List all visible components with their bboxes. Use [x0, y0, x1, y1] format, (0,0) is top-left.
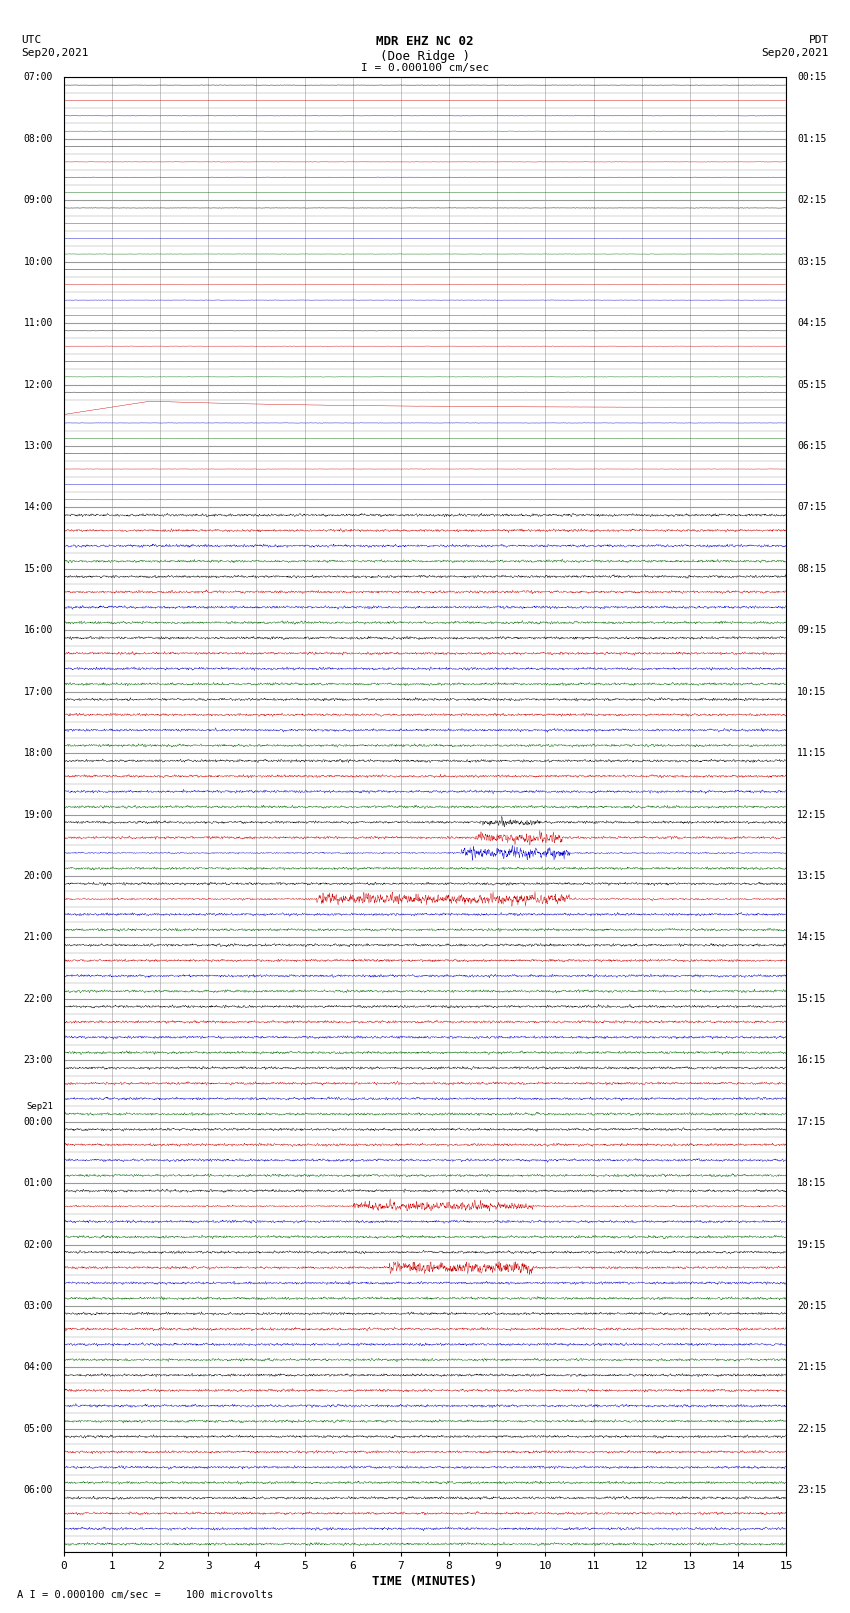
- Text: 09:00: 09:00: [24, 195, 53, 205]
- Text: 06:15: 06:15: [797, 440, 826, 452]
- Text: 00:00: 00:00: [24, 1116, 53, 1127]
- Text: 23:00: 23:00: [24, 1055, 53, 1065]
- Text: 23:15: 23:15: [797, 1486, 826, 1495]
- Text: 19:00: 19:00: [24, 810, 53, 819]
- Text: 17:00: 17:00: [24, 687, 53, 697]
- Text: 02:00: 02:00: [24, 1239, 53, 1250]
- Text: 07:15: 07:15: [797, 502, 826, 513]
- Text: UTC: UTC: [21, 35, 42, 45]
- Text: 20:15: 20:15: [797, 1302, 826, 1311]
- X-axis label: TIME (MINUTES): TIME (MINUTES): [372, 1574, 478, 1587]
- Text: 14:15: 14:15: [797, 932, 826, 942]
- Text: 05:00: 05:00: [24, 1424, 53, 1434]
- Text: 00:15: 00:15: [797, 73, 826, 82]
- Text: 11:15: 11:15: [797, 748, 826, 758]
- Text: 01:00: 01:00: [24, 1177, 53, 1189]
- Text: 03:15: 03:15: [797, 256, 826, 266]
- Text: A I = 0.000100 cm/sec =    100 microvolts: A I = 0.000100 cm/sec = 100 microvolts: [17, 1590, 273, 1600]
- Text: 07:00: 07:00: [24, 73, 53, 82]
- Text: 09:15: 09:15: [797, 626, 826, 636]
- Text: 04:00: 04:00: [24, 1363, 53, 1373]
- Text: 12:00: 12:00: [24, 379, 53, 390]
- Text: I = 0.000100 cm/sec: I = 0.000100 cm/sec: [361, 63, 489, 73]
- Text: (Doe Ridge ): (Doe Ridge ): [380, 50, 470, 63]
- Text: 18:15: 18:15: [797, 1177, 826, 1189]
- Text: 18:00: 18:00: [24, 748, 53, 758]
- Text: 14:00: 14:00: [24, 502, 53, 513]
- Text: 10:15: 10:15: [797, 687, 826, 697]
- Text: 01:15: 01:15: [797, 134, 826, 144]
- Text: 22:00: 22:00: [24, 994, 53, 1003]
- Text: 16:00: 16:00: [24, 626, 53, 636]
- Text: 10:00: 10:00: [24, 256, 53, 266]
- Text: 16:15: 16:15: [797, 1055, 826, 1065]
- Text: 20:00: 20:00: [24, 871, 53, 881]
- Text: 17:15: 17:15: [797, 1116, 826, 1127]
- Text: 06:00: 06:00: [24, 1486, 53, 1495]
- Text: Sep20,2021: Sep20,2021: [21, 48, 88, 58]
- Text: Sep21: Sep21: [26, 1102, 53, 1111]
- Text: 11:00: 11:00: [24, 318, 53, 327]
- Text: 08:15: 08:15: [797, 565, 826, 574]
- Text: 22:15: 22:15: [797, 1424, 826, 1434]
- Text: PDT: PDT: [808, 35, 829, 45]
- Text: MDR EHZ NC 02: MDR EHZ NC 02: [377, 35, 473, 48]
- Text: 05:15: 05:15: [797, 379, 826, 390]
- Text: 15:00: 15:00: [24, 565, 53, 574]
- Text: 21:00: 21:00: [24, 932, 53, 942]
- Text: 13:15: 13:15: [797, 871, 826, 881]
- Text: 13:00: 13:00: [24, 440, 53, 452]
- Text: 04:15: 04:15: [797, 318, 826, 327]
- Text: 08:00: 08:00: [24, 134, 53, 144]
- Text: 21:15: 21:15: [797, 1363, 826, 1373]
- Text: Sep20,2021: Sep20,2021: [762, 48, 829, 58]
- Text: 15:15: 15:15: [797, 994, 826, 1003]
- Text: 19:15: 19:15: [797, 1239, 826, 1250]
- Text: 02:15: 02:15: [797, 195, 826, 205]
- Text: 03:00: 03:00: [24, 1302, 53, 1311]
- Text: 12:15: 12:15: [797, 810, 826, 819]
